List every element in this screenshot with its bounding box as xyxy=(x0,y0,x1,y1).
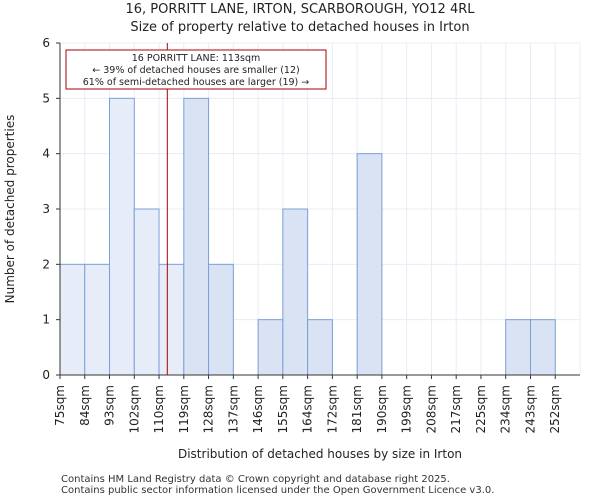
x-tick-label: 137sqm xyxy=(226,385,240,433)
footer-copyright: Contains HM Land Registry data © Crown c… xyxy=(61,474,450,485)
bar xyxy=(307,319,333,376)
y-tick-label: 4 xyxy=(42,147,50,161)
annotation-line-2: ← 39% of detached houses are smaller (12… xyxy=(92,65,299,76)
annotation-box xyxy=(65,49,327,90)
bar xyxy=(59,263,86,376)
x-tick-label: 217sqm xyxy=(449,385,463,433)
x-tick-label: 146sqm xyxy=(251,385,265,433)
x-axis-label: Distribution of detached houses by size … xyxy=(178,447,462,461)
x-tick-label: 119sqm xyxy=(177,385,191,433)
y-tick-label: 5 xyxy=(42,91,50,105)
x-tick-label: 128sqm xyxy=(202,385,216,433)
x-tick-label: 190sqm xyxy=(375,385,389,433)
bar xyxy=(84,263,111,376)
bar xyxy=(133,208,160,376)
bar xyxy=(356,153,383,376)
x-tick-label: 155sqm xyxy=(276,385,290,433)
annotation-line-3: 61% of semi-detached houses are larger (… xyxy=(83,77,310,88)
y-tick-label: 3 xyxy=(42,202,50,216)
x-tick-label: 172sqm xyxy=(325,385,339,433)
x-tick-label: 243sqm xyxy=(523,385,537,433)
y-axis-label: Number of detached properties xyxy=(3,115,17,304)
x-tick-label: 164sqm xyxy=(301,385,315,433)
annotation-line-1: 16 PORRITT LANE: 113sqm xyxy=(132,53,260,64)
bar xyxy=(158,263,185,376)
bar-chart: 0 1 2 3 4 5 6 75sqm 84sqm 93sqm 102sqm 110sqm 119sqm… xyxy=(3,36,581,461)
y-tick-label: 6 xyxy=(42,36,50,50)
y-tick-label: 2 xyxy=(42,257,50,271)
x-tick-label: 84sqm xyxy=(78,385,92,426)
x-tick-label: 199sqm xyxy=(400,385,414,433)
bar xyxy=(529,319,556,376)
x-tick-label: 208sqm xyxy=(424,385,438,433)
x-tick-label: 181sqm xyxy=(350,385,364,433)
x-tick-label: 234sqm xyxy=(499,385,513,433)
y-tick-label: 0 xyxy=(42,368,50,382)
bar xyxy=(109,97,135,376)
chart-title: 16, PORRITT LANE, IRTON, SCARBOROUGH, YO… xyxy=(125,2,475,17)
bar xyxy=(505,319,531,376)
bar xyxy=(183,97,210,376)
bar xyxy=(282,208,309,376)
bar xyxy=(257,319,284,376)
y-tick-label: 1 xyxy=(42,313,50,327)
chart-subtitle: Size of property relative to detached ho… xyxy=(130,20,470,35)
x-tick-label: 225sqm xyxy=(474,385,488,433)
footer-licence: Contains public sector information licen… xyxy=(61,485,495,496)
x-tick-label: 252sqm xyxy=(548,385,562,433)
x-tick-label: 93sqm xyxy=(103,385,117,426)
x-tick-label: 110sqm xyxy=(152,385,166,433)
x-tick-label: 75sqm xyxy=(53,385,67,426)
bar xyxy=(208,263,234,376)
x-tick-label: 102sqm xyxy=(127,385,141,433)
